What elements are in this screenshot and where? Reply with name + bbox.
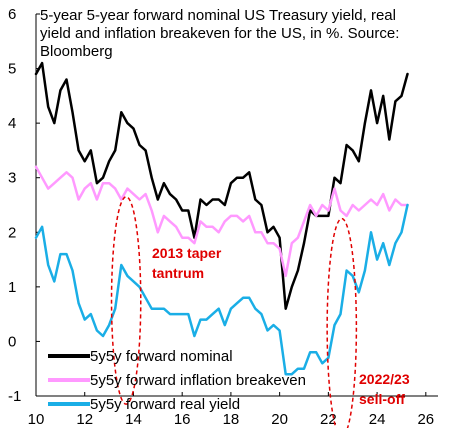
title-line-3: Bloomberg — [40, 43, 113, 60]
title-line-2: yield and inflation breakeven for the US… — [40, 25, 399, 42]
annotations: 2013 taper tantrum 2022/23 sell-off — [110, 196, 410, 428]
x-tick-label: 14 — [125, 411, 142, 428]
legend: 5y5y forward nominal 5y5y forward inflat… — [48, 348, 306, 413]
y-tick-label: 4 — [8, 115, 16, 132]
y-tick-label: 5 — [8, 61, 16, 78]
x-tick-label: 24 — [369, 411, 386, 428]
taper-tantrum-label-line-2: tantrum — [152, 265, 204, 281]
x-tick-label: 12 — [76, 411, 93, 428]
y-tick-label: 6 — [8, 6, 16, 23]
y-tick-label: -1 — [8, 388, 21, 405]
nominal-line — [34, 61, 409, 310]
selloff-label-line-1: 2022/23 — [359, 371, 410, 387]
breakeven-line — [34, 165, 409, 278]
legend-label-breakeven: 5y5y forward inflation breakeven — [90, 372, 306, 389]
taper-tantrum-ellipse — [110, 196, 142, 405]
series-lines — [34, 61, 409, 376]
x-tick-label: 20 — [271, 411, 288, 428]
legend-label-nominal: 5y5y forward nominal — [90, 348, 233, 365]
y-tick-label: 0 — [8, 333, 16, 350]
title-line-1: 5-year 5-year forward nominal US Treasur… — [40, 7, 396, 24]
x-tick-label: 18 — [223, 411, 240, 428]
x-tick-label: 10 — [28, 411, 45, 428]
legend-label-real-yield: 5y5y forward real yield — [90, 396, 240, 413]
selloff-ellipse — [326, 217, 358, 428]
x-tick-label: 22 — [320, 411, 337, 428]
x-tick-label: 26 — [417, 411, 434, 428]
chart-title: 5-year 5-year forward nominal US Treasur… — [40, 7, 399, 60]
real-yield-line — [34, 203, 409, 376]
y-tick-label: 2 — [8, 224, 16, 241]
selloff-label-line-2: sell-off — [359, 391, 405, 407]
y-tick-label: 1 — [8, 279, 16, 296]
x-tick-label: 16 — [174, 411, 191, 428]
y-tick-label: 3 — [8, 170, 16, 187]
taper-tantrum-label-line-1: 2013 taper — [152, 245, 222, 261]
